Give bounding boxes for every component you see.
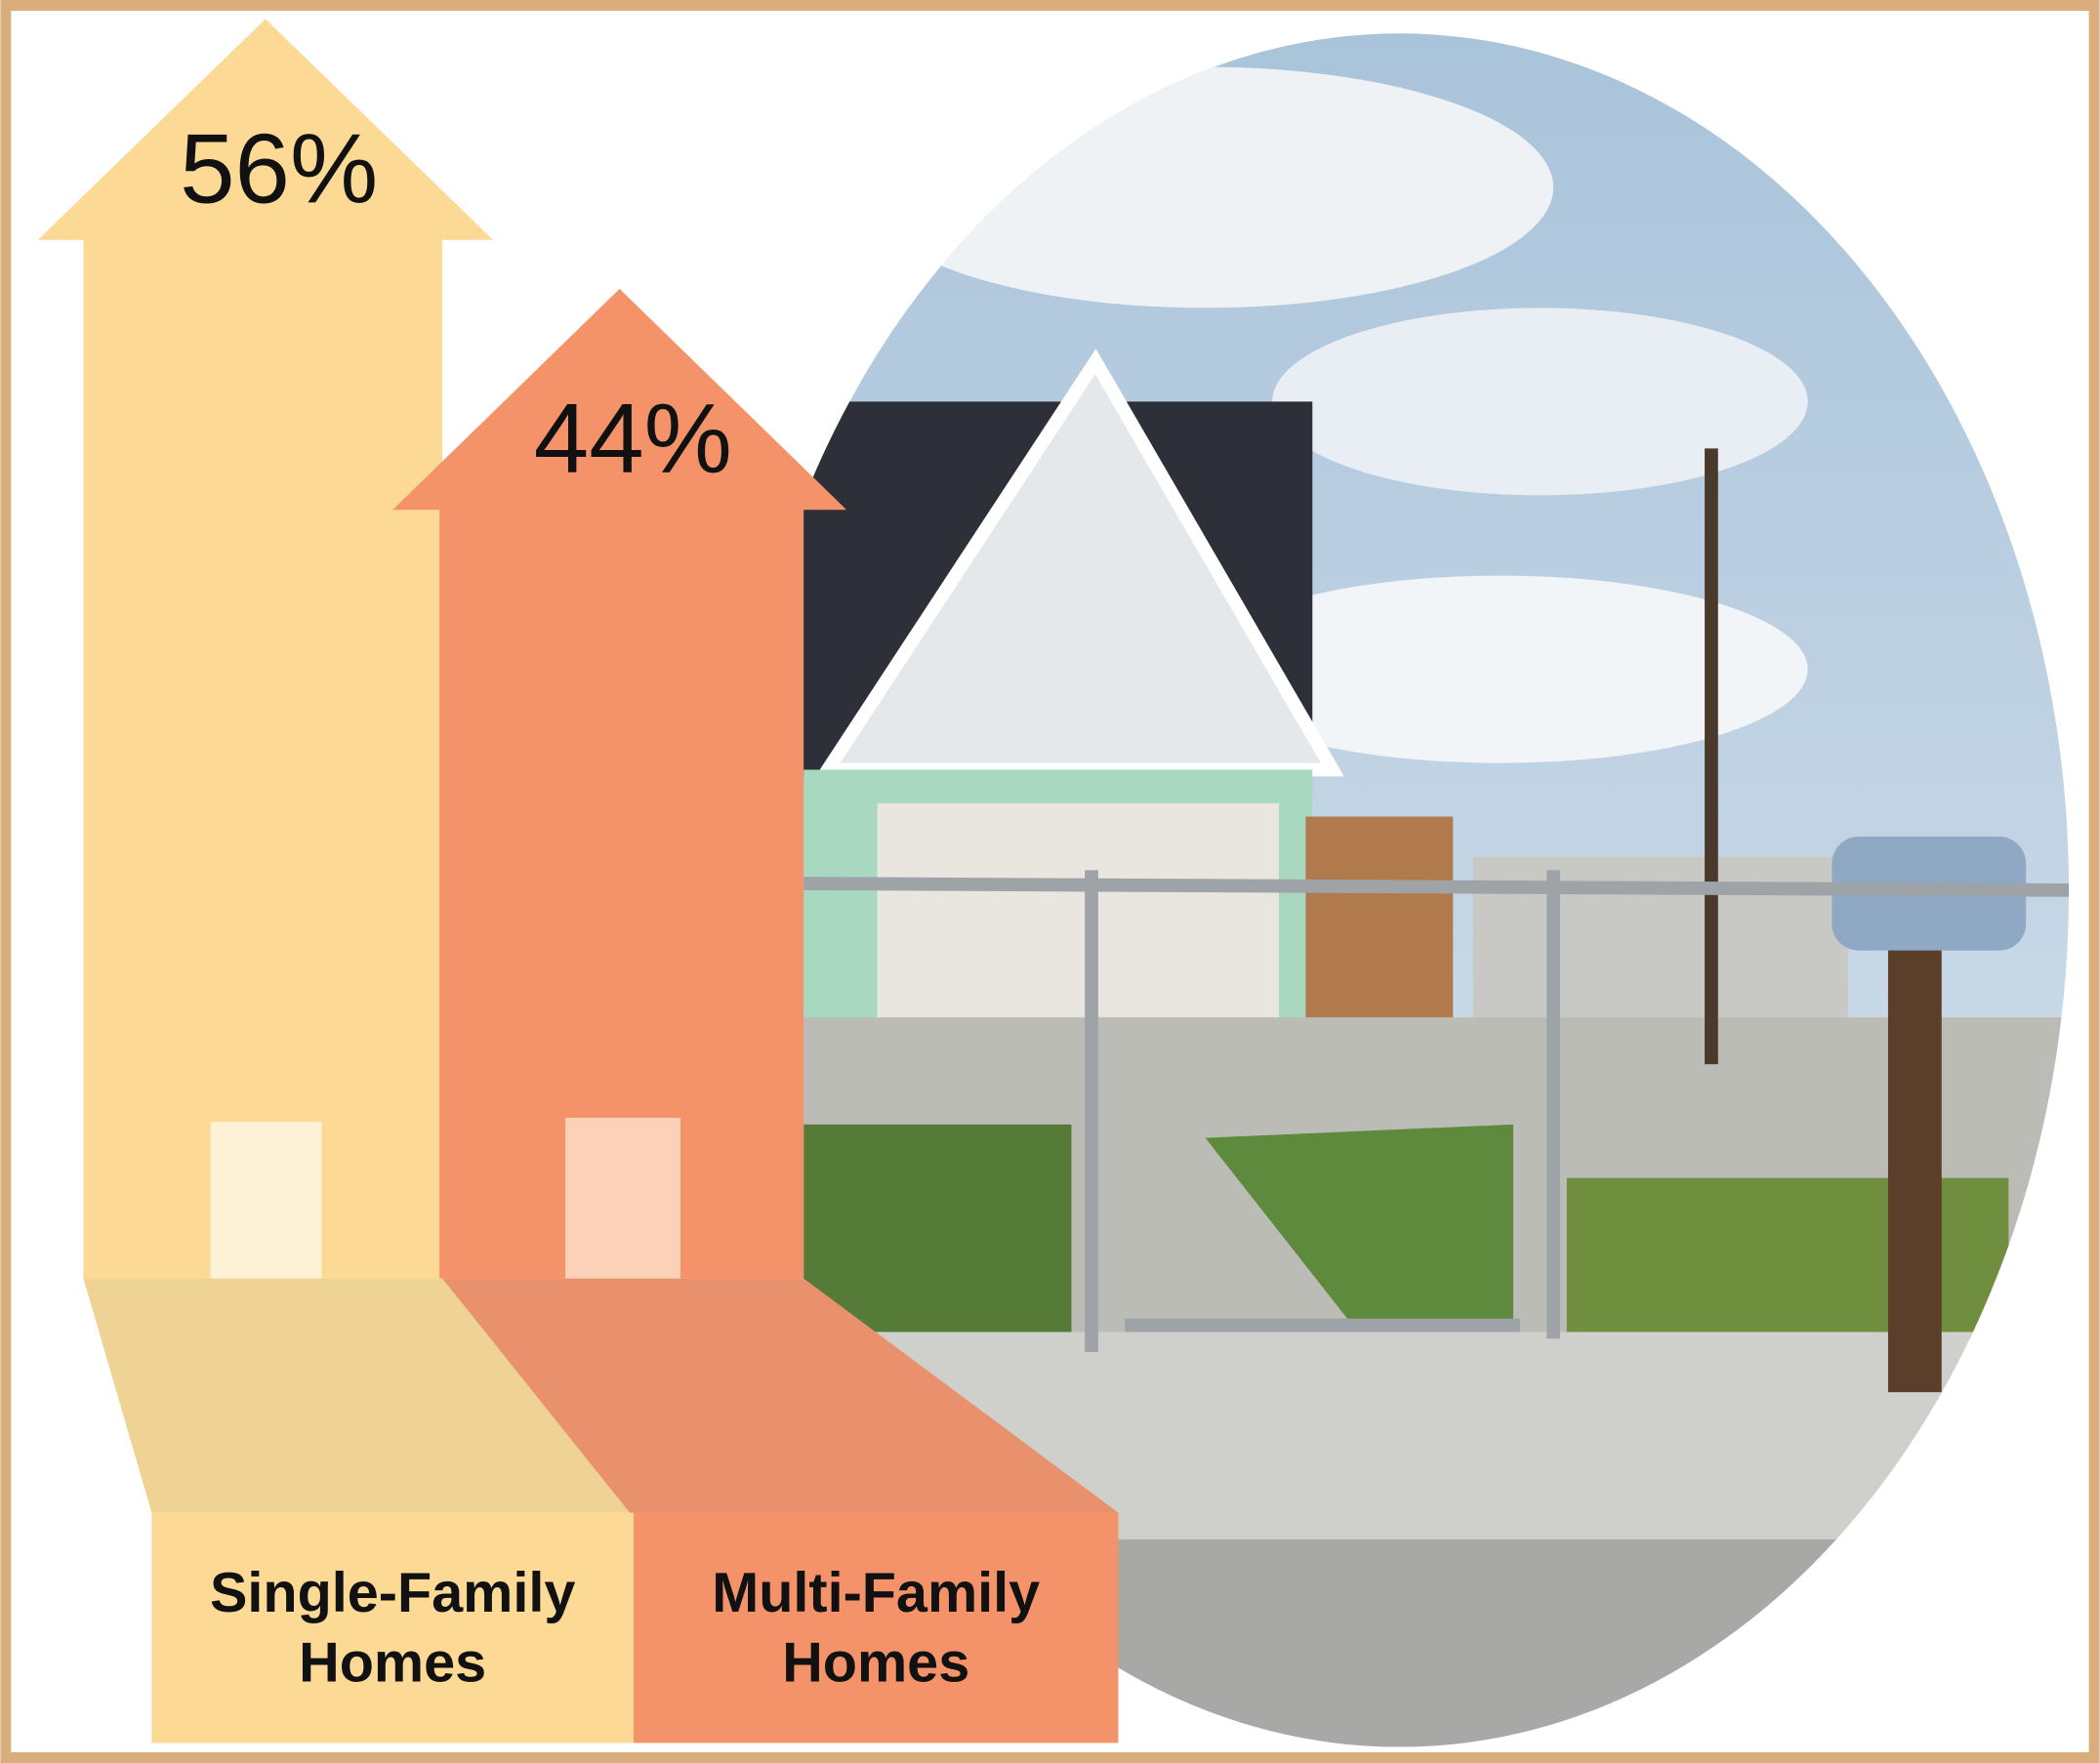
label-holder: Single-Family Homes: [151, 1513, 634, 1743]
page: {"chart_data": {"type": "arrow-bar", "ca…: [0, 0, 2100, 1763]
value-label: 44%: [534, 383, 732, 494]
category-label: Single-Family Homes: [151, 1513, 634, 1743]
window: [211, 1122, 322, 1278]
infographic: 56% Single-Family Homes 44% Multi-Family Ho…: [0, 0, 2100, 1763]
category-label: Multi-Family Homes: [634, 1513, 1118, 1743]
label-holder: Multi-Family Homes: [634, 1513, 1118, 1743]
value-label: 56%: [180, 112, 378, 224]
window: [565, 1118, 680, 1279]
